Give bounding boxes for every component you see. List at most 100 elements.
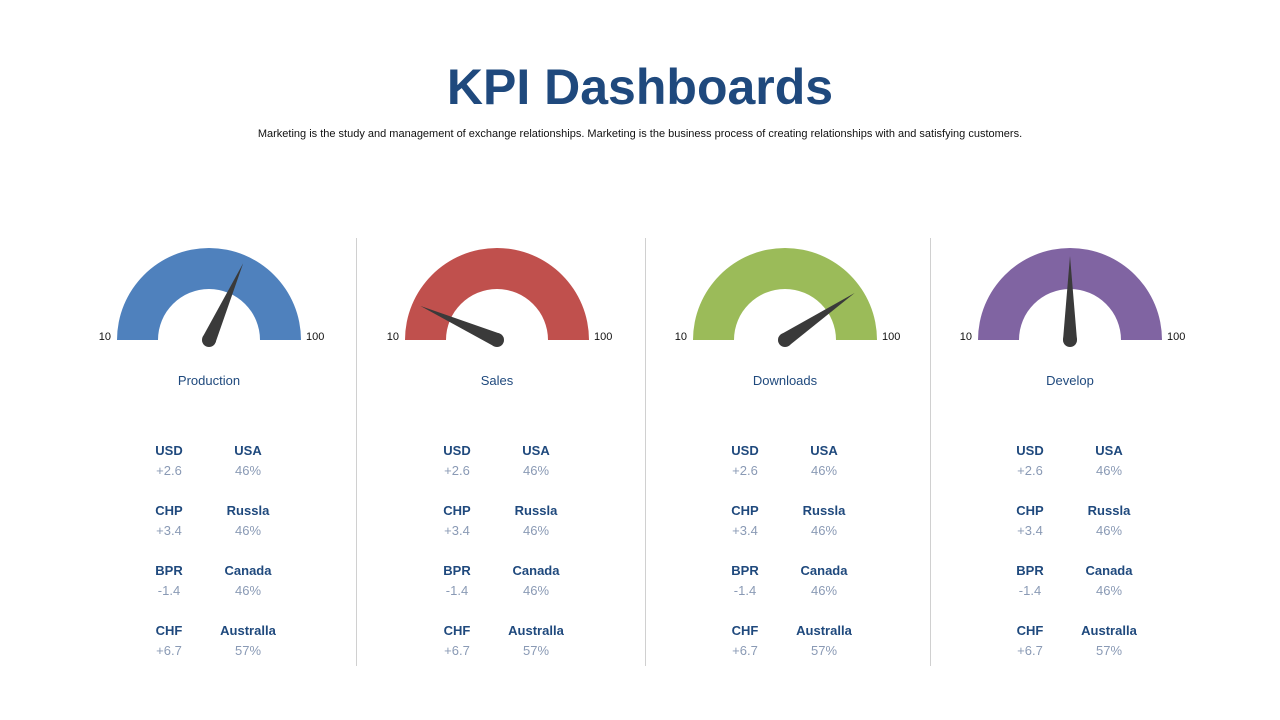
- currency-change: -1.4: [445, 583, 469, 598]
- gauge-needle-hub: [202, 333, 216, 347]
- currency-change: +2.6: [156, 463, 182, 478]
- currency-code: CHP: [731, 503, 759, 518]
- stat-row: CHF +6.7 Australla 57%: [64, 623, 354, 667]
- region-share: 46%: [522, 523, 550, 538]
- region-stat: USA 46%: [764, 443, 884, 478]
- currency-change: +6.7: [444, 643, 470, 658]
- gauge-chart: 10 100: [675, 248, 900, 347]
- stat-row: BPR -1.4 Canada 46%: [352, 563, 642, 607]
- region-stat: Canada 46%: [764, 563, 884, 598]
- currency-stat: BPR -1.4: [970, 563, 1090, 598]
- currency-code: CHP: [443, 503, 471, 518]
- region-name: Australla: [508, 623, 564, 638]
- gauge-max-label: 100: [594, 331, 612, 343]
- currency-code: CHF: [731, 623, 759, 638]
- stat-row: USD +2.6 USA 46%: [64, 443, 354, 487]
- currency-stat: USD +2.6: [970, 443, 1090, 478]
- region-share: 46%: [234, 523, 262, 538]
- region-name: USA: [234, 443, 262, 458]
- gauge-max-label: 100: [306, 331, 324, 343]
- region-name: Canada: [1085, 563, 1133, 578]
- region-name: USA: [810, 443, 838, 458]
- page-subtitle: Marketing is the study and management of…: [257, 128, 1023, 140]
- currency-stat: USD +2.6: [397, 443, 517, 478]
- gauge-needle: [420, 305, 500, 347]
- region-share: 46%: [1095, 583, 1123, 598]
- stat-row: BPR -1.4 Canada 46%: [640, 563, 930, 607]
- currency-stat: BPR -1.4: [685, 563, 805, 598]
- currency-code: BPR: [155, 563, 183, 578]
- gauge-label: Develop: [1046, 373, 1094, 388]
- currency-code: BPR: [1016, 563, 1044, 578]
- gauge-panel-develop: 10 100 Develop USD +2.6 USA 46% CHP +3.4 Russla 46…: [925, 238, 1215, 668]
- currency-stat: CHF +6.7: [970, 623, 1090, 658]
- gauge-max-label: 100: [882, 331, 900, 343]
- currency-change: +6.7: [156, 643, 182, 658]
- currency-change: -1.4: [1018, 583, 1042, 598]
- currency-stat: CHP +3.4: [397, 503, 517, 538]
- region-share: 46%: [810, 463, 838, 478]
- region-stat: Canada 46%: [188, 563, 308, 598]
- region-stat: USA 46%: [188, 443, 308, 478]
- gauge-chart: 10 100: [387, 248, 612, 347]
- currency-code: USD: [1016, 443, 1044, 458]
- stat-row: CHP +3.4 Russla 46%: [64, 503, 354, 547]
- currency-code: CHP: [1016, 503, 1044, 518]
- region-name: Canada: [224, 563, 272, 578]
- currency-change: +2.6: [732, 463, 758, 478]
- currency-change: +3.4: [444, 523, 470, 538]
- region-stat: Canada 46%: [476, 563, 596, 598]
- currency-stat: BPR -1.4: [397, 563, 517, 598]
- gauge-label: Sales: [480, 373, 514, 388]
- region-share: 46%: [1095, 463, 1123, 478]
- gauge-label: Downloads: [752, 373, 818, 388]
- region-stat: USA 46%: [476, 443, 596, 478]
- region-stat: Australla 57%: [188, 623, 308, 658]
- region-stat: Russla 46%: [476, 503, 596, 538]
- page-title: KPI Dashboards: [446, 59, 834, 115]
- stat-row: CHP +3.4 Russla 46%: [352, 503, 642, 547]
- gauge-needle: [1063, 256, 1077, 340]
- region-stat: Australla 57%: [1049, 623, 1169, 658]
- region-stat: Russla 46%: [764, 503, 884, 538]
- currency-code: CHF: [443, 623, 471, 638]
- currency-code: BPR: [443, 563, 471, 578]
- region-share: 57%: [234, 643, 262, 658]
- currency-change: +3.4: [156, 523, 182, 538]
- stat-row: USD +2.6 USA 46%: [640, 443, 930, 487]
- currency-stat: CHP +3.4: [970, 503, 1090, 538]
- stat-row: CHP +3.4 Russla 46%: [925, 503, 1215, 547]
- gauge-needle: [202, 263, 244, 343]
- region-name: Canada: [512, 563, 560, 578]
- gauge-min-label: 10: [960, 331, 972, 343]
- currency-code: USD: [155, 443, 183, 458]
- region-share: 57%: [1095, 643, 1123, 658]
- currency-change: -1.4: [157, 583, 181, 598]
- region-name: Russla: [226, 503, 270, 518]
- currency-change: +6.7: [1017, 643, 1043, 658]
- region-name: Canada: [800, 563, 848, 578]
- region-share: 46%: [234, 583, 262, 598]
- region-share: 46%: [522, 463, 550, 478]
- currency-change: +6.7: [732, 643, 758, 658]
- gauge-panel-sales: 10 100 Sales USD +2.6 USA 46% CHP +3.4 Russla 46% B…: [352, 238, 642, 668]
- gauge-min-label: 10: [99, 331, 111, 343]
- gauge-needle-hub: [778, 333, 792, 347]
- currency-code: USD: [443, 443, 471, 458]
- region-name: Australla: [796, 623, 852, 638]
- gauge-label: Production: [177, 373, 241, 388]
- currency-code: CHF: [1016, 623, 1044, 638]
- currency-code: CHP: [155, 503, 183, 518]
- gauge-chart: 10 100: [960, 248, 1185, 347]
- gauge-max-label: 100: [1167, 331, 1185, 343]
- gauge-arc: [978, 248, 1162, 340]
- region-name: Russla: [802, 503, 846, 518]
- gauge-needle-hub: [490, 333, 504, 347]
- region-share: 46%: [810, 523, 838, 538]
- region-stat: Australla 57%: [764, 623, 884, 658]
- gauge-arc: [405, 248, 589, 340]
- currency-code: USD: [731, 443, 759, 458]
- currency-stat: CHF +6.7: [397, 623, 517, 658]
- currency-code: BPR: [731, 563, 759, 578]
- region-share: 46%: [810, 583, 838, 598]
